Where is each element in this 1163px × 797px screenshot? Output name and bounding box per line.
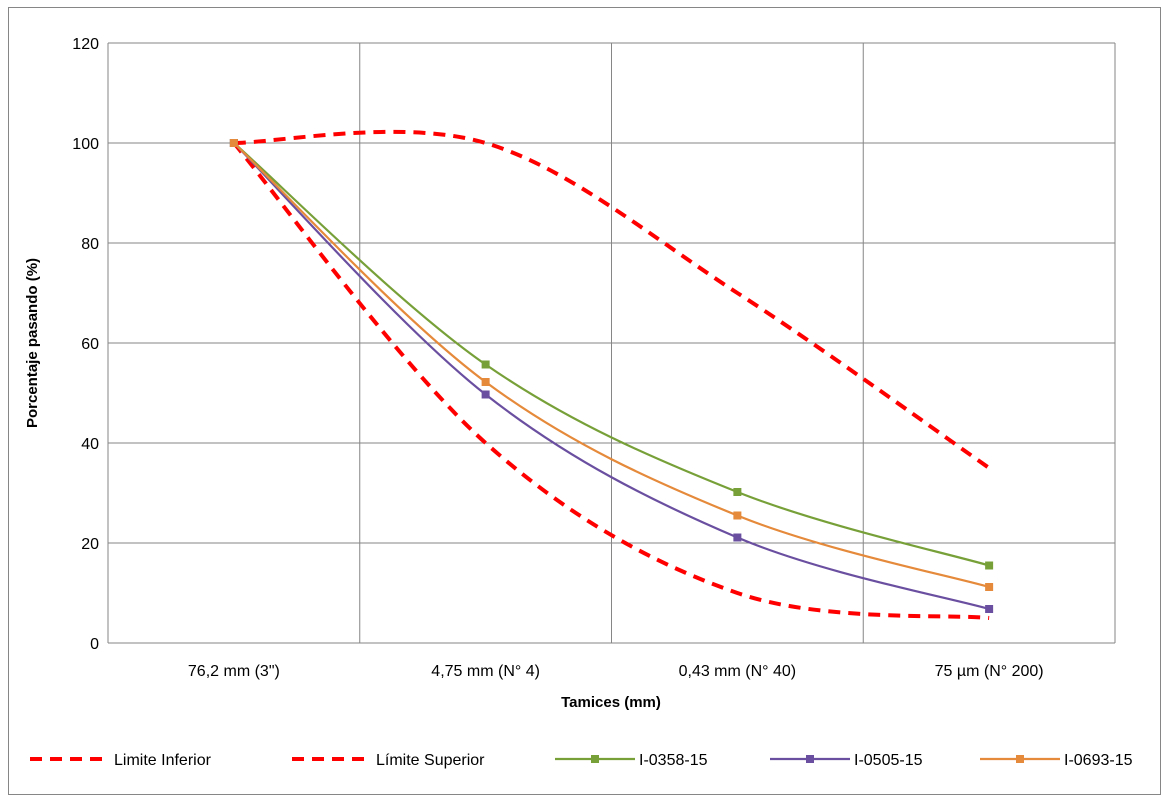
x-axis-title: Tamices (mm) bbox=[561, 694, 661, 711]
y-tick-label: 60 bbox=[81, 336, 99, 353]
y-tick-label: 80 bbox=[81, 236, 99, 253]
data-point bbox=[985, 561, 994, 570]
series-line bbox=[233, 142, 990, 589]
y-tick-label: 0 bbox=[90, 636, 99, 653]
legend-label: I-0358-15 bbox=[639, 752, 708, 769]
data-point bbox=[985, 583, 994, 591]
data-point bbox=[985, 605, 994, 613]
legend-marker bbox=[591, 755, 599, 763]
legend-item: I-0693-15 bbox=[980, 752, 1133, 769]
legend-label: I-0693-15 bbox=[1064, 752, 1133, 769]
x-tick-label: 4,75 mm (N° 4) bbox=[431, 663, 540, 680]
series-4 bbox=[229, 139, 994, 591]
legend-marker bbox=[1016, 755, 1024, 763]
y-tick-label: 40 bbox=[81, 436, 99, 453]
x-tick-label: 75 µm (N° 200) bbox=[935, 663, 1044, 680]
series-line bbox=[233, 142, 990, 567]
legend-label: Límite Superior bbox=[376, 752, 485, 769]
chart-frame bbox=[8, 7, 1161, 795]
y-tick-label: 120 bbox=[72, 36, 99, 53]
series-line bbox=[232, 141, 990, 620]
legend-item: Límite Superior bbox=[292, 752, 485, 769]
legend-label: Limite Inferior bbox=[114, 752, 212, 769]
x-tick-label: 0,43 mm (N° 40) bbox=[679, 663, 797, 680]
data-point bbox=[733, 511, 742, 520]
x-tick-label: 76,2 mm (3") bbox=[188, 663, 280, 680]
series-lines bbox=[229, 129, 994, 620]
legend: Limite Inferior Límite Superior I-0358-15 I… bbox=[30, 752, 1133, 769]
data-point bbox=[481, 360, 490, 369]
legend-item: Limite Inferior bbox=[30, 752, 212, 769]
data-point bbox=[733, 488, 742, 496]
y-axis-tick-labels: 0 20 40 60 80 100 120 bbox=[72, 36, 99, 653]
series-line bbox=[233, 142, 990, 611]
legend-marker bbox=[806, 755, 814, 763]
y-tick-label: 20 bbox=[81, 536, 99, 553]
data-point bbox=[229, 139, 238, 147]
data-point bbox=[481, 378, 490, 386]
legend-label: I-0505-15 bbox=[854, 752, 923, 769]
y-axis-title: Porcentaje pasando (%) bbox=[24, 258, 41, 428]
legend-item: I-0358-15 bbox=[555, 752, 708, 769]
data-point bbox=[733, 533, 742, 542]
legend-item: I-0505-15 bbox=[770, 752, 923, 769]
data-point bbox=[481, 390, 490, 399]
series-0 bbox=[232, 141, 990, 620]
grid-lines bbox=[107, 42, 1116, 644]
series-1 bbox=[233, 129, 991, 470]
x-axis-tick-labels: 76,2 mm (3") 4,75 mm (N° 4) 0,43 mm (N° 40… bbox=[188, 663, 1044, 680]
y-tick-label: 100 bbox=[72, 136, 99, 153]
series-line bbox=[233, 129, 991, 470]
